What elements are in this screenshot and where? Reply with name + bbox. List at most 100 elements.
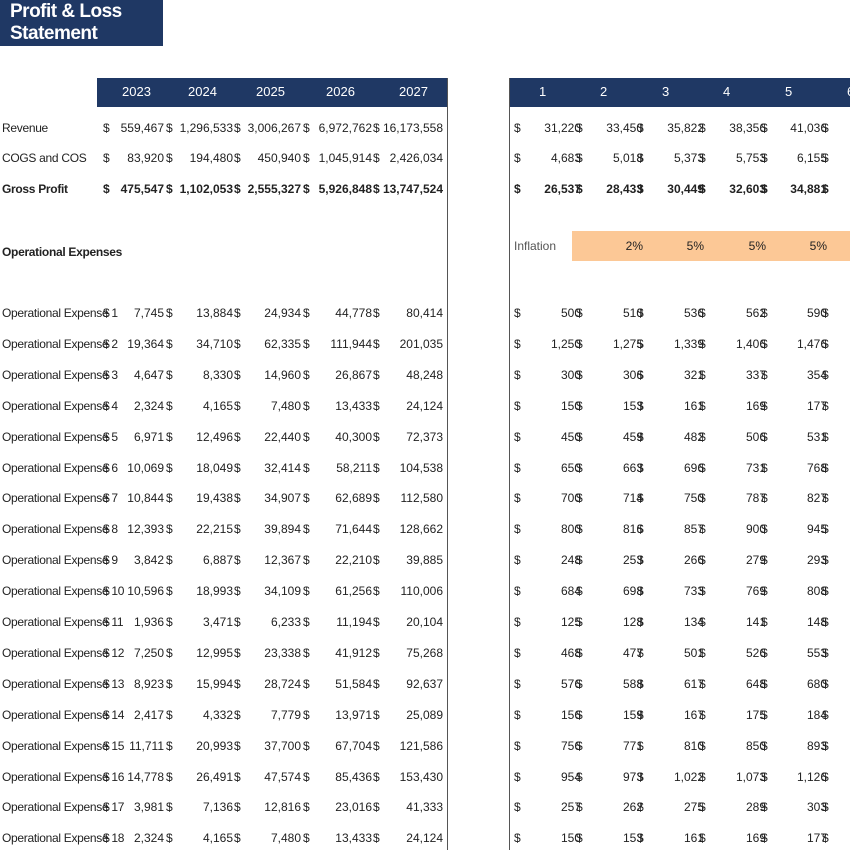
currency-symbol: $ <box>234 429 241 444</box>
currency-symbol: $ <box>373 800 380 815</box>
section-header: Operational Expenses <box>0 237 447 267</box>
currency-symbol: $ <box>761 336 768 351</box>
row-label: Operational Expense 5 <box>2 429 118 444</box>
currency-symbol: $ <box>761 398 768 413</box>
annual-value: 3,981 <box>133 800 164 815</box>
annual-value: 1,296,533 <box>179 121 233 135</box>
monthly-value: 954 <box>560 769 581 784</box>
currency-symbol: $ <box>514 676 521 691</box>
monthly-value: 696 <box>683 460 704 475</box>
monthly-value: 816 <box>622 522 643 537</box>
currency-symbol: $ <box>822 460 829 475</box>
table-row: Operational Expense 12 $7,250 $12,995 $23,3… <box>0 638 447 668</box>
row-label: Operational Expense 8 <box>2 522 118 537</box>
year-header-2026: 2026 <box>326 84 355 99</box>
currency-symbol: $ <box>576 522 583 537</box>
annual-value: 450,940 <box>257 151 301 165</box>
currency-symbol: $ <box>514 121 521 135</box>
annual-value: 110,006 <box>400 584 444 599</box>
annual-value: 20,104 <box>406 615 443 629</box>
monthly-value: 125 <box>560 615 581 629</box>
table-row: $800 $816 $857 $900 $945 $ <box>510 514 850 544</box>
annual-value: 6,972,762 <box>318 121 372 135</box>
monthly-value: 562 <box>745 306 766 320</box>
currency-symbol: $ <box>576 645 583 660</box>
currency-symbol: $ <box>576 151 583 165</box>
annual-value: 12,367 <box>264 553 301 568</box>
currency-symbol: $ <box>576 831 583 846</box>
month-header-5: 5 <box>785 84 793 99</box>
monthly-value: 153 <box>622 831 643 846</box>
currency-symbol: $ <box>234 553 241 568</box>
currency-symbol: $ <box>166 429 173 444</box>
currency-symbol: $ <box>637 151 644 165</box>
currency-symbol: $ <box>699 151 706 165</box>
row-label: Operational Expense 3 <box>2 367 118 382</box>
annual-value: 22,215 <box>196 522 233 537</box>
inflation-value: 5% <box>686 239 704 253</box>
monthly-value: 303 <box>806 800 827 815</box>
currency-symbol: $ <box>234 615 241 629</box>
annual-value: 11,711 <box>129 738 164 753</box>
currency-symbol: $ <box>699 491 706 506</box>
page-title: Profit & Loss Statement <box>0 0 163 46</box>
currency-symbol: $ <box>576 553 583 568</box>
annual-value: 13,433 <box>335 398 372 413</box>
currency-symbol: $ <box>234 738 241 753</box>
currency-symbol: $ <box>822 182 829 196</box>
monthly-value: 177 <box>806 398 827 413</box>
currency-symbol: $ <box>514 553 521 568</box>
annual-value: 48,248 <box>406 367 443 382</box>
monthly-value: 248 <box>560 553 581 568</box>
row-label: Operational Expense 14 <box>2 707 125 722</box>
currency-symbol: $ <box>234 151 241 165</box>
table-row: COGS and COS $83,920 $194,480 $450,940 $1,04… <box>0 143 447 173</box>
annual-value: 5,926,848 <box>318 182 372 196</box>
annual-value: 85,436 <box>335 769 372 784</box>
annual-value: 14,960 <box>264 367 301 382</box>
annual-value: 13,433 <box>335 831 372 846</box>
monthly-value: 698 <box>622 584 643 599</box>
annual-value: 7,745 <box>133 306 164 320</box>
monthly-value: 500 <box>560 306 581 320</box>
monthly-value: 150 <box>560 831 581 846</box>
table-row: $156 $159 $167 $175 $184 $ <box>510 700 850 730</box>
row-label: COGS and COS <box>2 151 87 165</box>
annual-value: 37,700 <box>264 738 301 753</box>
row-label: Operational Expense 12 <box>2 645 125 660</box>
currency-symbol: $ <box>303 800 310 815</box>
currency-symbol: $ <box>103 336 110 351</box>
annual-value: 4,647 <box>133 367 164 382</box>
currency-symbol: $ <box>576 398 583 413</box>
currency-symbol: $ <box>373 584 380 599</box>
annual-value: 47,574 <box>264 769 301 784</box>
currency-symbol: $ <box>373 769 380 784</box>
currency-symbol: $ <box>637 306 644 320</box>
currency-symbol: $ <box>303 367 310 382</box>
table-row: $756 $771 $810 $850 $893 $ <box>510 731 850 761</box>
monthly-value: 354 <box>806 367 827 382</box>
currency-symbol: $ <box>303 707 310 722</box>
currency-symbol: $ <box>637 800 644 815</box>
annual-value: 11,194 <box>336 615 372 629</box>
row-label: Revenue <box>2 121 48 135</box>
annual-value: 7,779 <box>270 707 301 722</box>
currency-symbol: $ <box>514 584 521 599</box>
table-row: Operational Expense 3 $4,647 $8,330 $14,960… <box>0 360 447 390</box>
currency-symbol: $ <box>166 460 173 475</box>
monthly-value: 32,603 <box>729 182 766 196</box>
monthly-value: 650 <box>560 460 581 475</box>
monthly-value: 169 <box>745 831 766 846</box>
monthly-value: 5,373 <box>673 151 704 165</box>
annual-value: 62,335 <box>264 336 301 351</box>
currency-symbol: $ <box>234 398 241 413</box>
annual-value: 121,586 <box>399 738 443 753</box>
monthly-value: 253 <box>622 553 643 568</box>
currency-symbol: $ <box>514 182 521 196</box>
annual-value: 1,102,053 <box>179 182 233 196</box>
table-row: $125 $128 $134 $141 $148 $ <box>510 607 850 637</box>
table-row: $31,220 $33,450 $35,822 $38,356 $41,036 $ <box>510 113 850 143</box>
currency-symbol: $ <box>303 460 310 475</box>
currency-symbol: $ <box>761 522 768 537</box>
table-row: Revenue $559,467 $1,296,533 $3,006,267 $6,97… <box>0 113 447 143</box>
